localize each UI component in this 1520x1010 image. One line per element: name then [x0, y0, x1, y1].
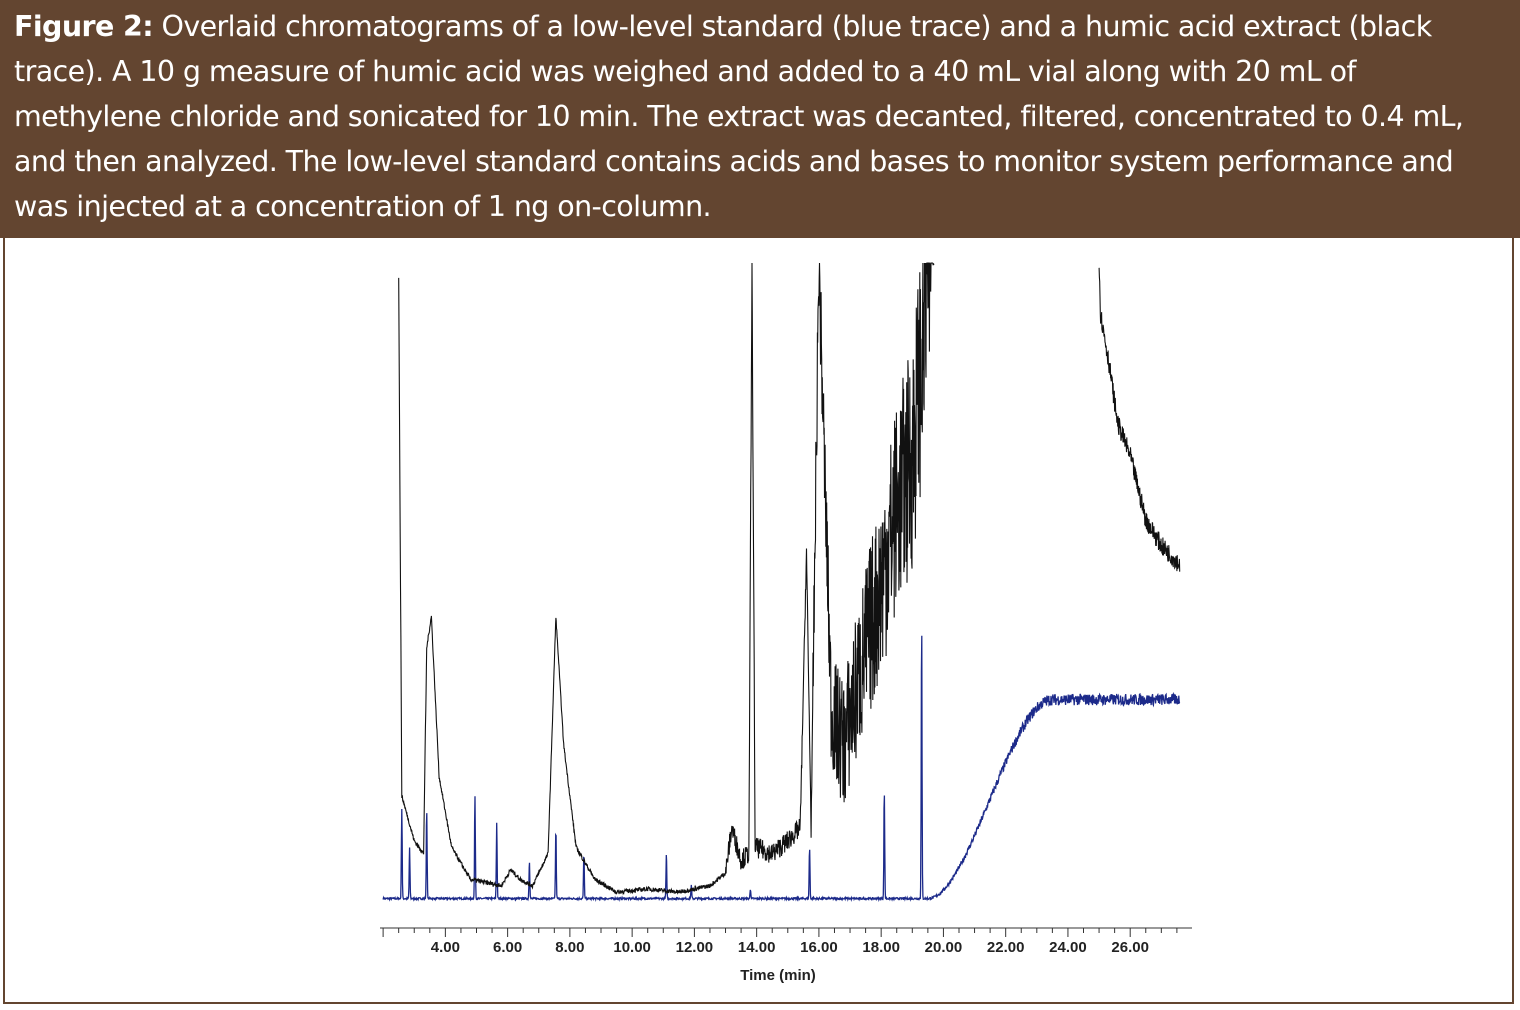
x-tick-label: 20.00	[925, 939, 963, 956]
x-tick-label: 12.00	[676, 939, 714, 956]
x-tick-label: 6.00	[493, 939, 522, 956]
x-tick-label: 8.00	[555, 939, 584, 956]
chromatogram-traces	[382, 262, 1181, 903]
x-tick-label: 18.00	[862, 939, 900, 956]
x-axis-title: Time (min)	[740, 967, 816, 984]
chart-frame: 4.00 6.00 8.00 10.00 12.00 14.00 16.00 18.00 20.…	[3, 238, 1514, 1004]
x-tick-label: 10.00	[613, 939, 651, 956]
extract-trace	[1098, 267, 1181, 572]
x-tick-label: 26.00	[1111, 939, 1149, 956]
chromatogram-chart: 4.00 6.00 8.00 10.00 12.00 14.00 16.00 18.00 20.…	[380, 262, 1192, 984]
x-axis: 4.00 6.00 8.00 10.00 12.00 14.00 16.00 18.00 20.…	[380, 927, 1192, 956]
x-tick-label: 4.00	[431, 939, 460, 956]
figure-caption-text: Overlaid chromatograms of a low-level st…	[14, 10, 1464, 223]
x-tick-label: 16.00	[800, 939, 838, 956]
x-tick-label: 22.00	[987, 939, 1025, 956]
x-tick-label: 24.00	[1049, 939, 1087, 956]
figure-label: Figure 2:	[14, 10, 154, 43]
x-tick-label: 14.00	[738, 939, 776, 956]
figure-caption: Figure 2: Overlaid chromatograms of a lo…	[0, 0, 1520, 238]
extract-trace	[398, 262, 935, 895]
standard-trace	[382, 635, 1181, 903]
